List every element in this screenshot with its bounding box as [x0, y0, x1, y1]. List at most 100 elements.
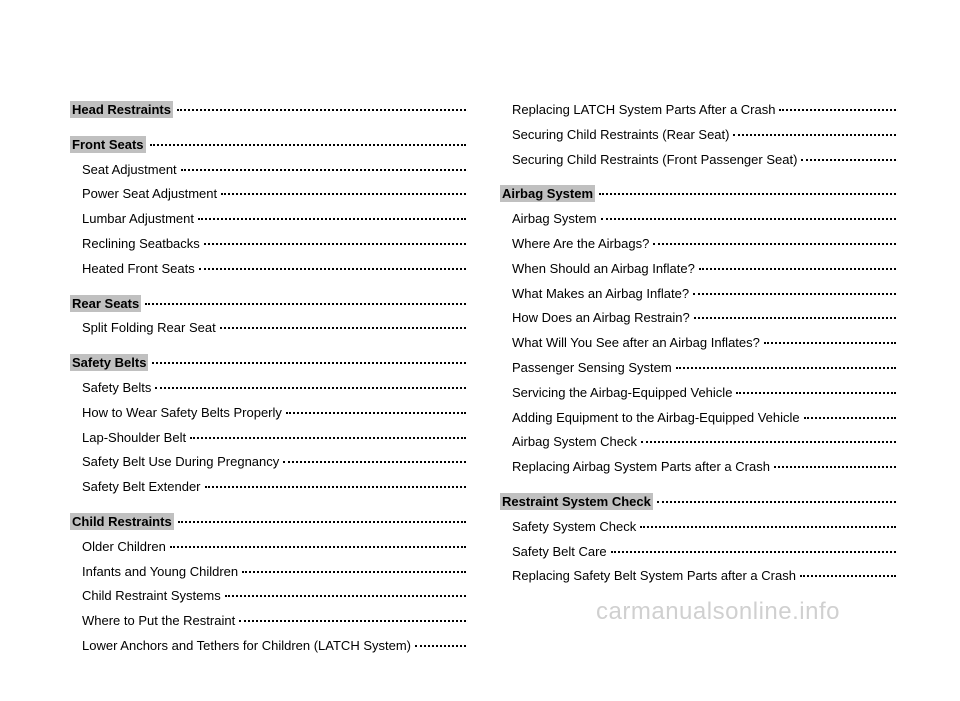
toc-label: How to Wear Safety Belts Properly — [82, 403, 282, 424]
toc-entry: Restraint System Check — [500, 492, 900, 513]
toc-label: Replacing Safety Belt System Parts after… — [512, 566, 796, 587]
toc-entry: Airbag System Check — [500, 432, 900, 453]
toc-label: Seat Adjustment — [82, 160, 177, 181]
toc-entry: Safety Belt Use During Pregnancy — [70, 452, 470, 473]
toc-entry: Child Restraint Systems — [70, 586, 470, 607]
toc-dots — [641, 441, 896, 443]
toc-dots — [204, 243, 466, 245]
toc-entry: Seat Adjustment — [70, 160, 470, 181]
toc-label: Where Are the Airbags? — [512, 234, 649, 255]
toc-dots — [242, 571, 466, 573]
toc-label: Older Children — [82, 537, 166, 558]
toc-dots — [693, 293, 896, 295]
toc-entry: Safety Belt Extender — [70, 477, 470, 498]
toc-label: Servicing the Airbag-Equipped Vehicle — [512, 383, 732, 404]
toc-label: Split Folding Rear Seat — [82, 318, 216, 339]
toc-entry: What Makes an Airbag Inflate? — [500, 284, 900, 305]
toc-dots — [653, 243, 896, 245]
toc-entry: Airbag System — [500, 184, 900, 205]
toc-entry: Front Seats — [70, 135, 470, 156]
toc-entry: Passenger Sensing System — [500, 358, 900, 379]
toc-entry: Where to Put the Restraint — [70, 611, 470, 632]
toc-entry: Safety Belts — [70, 353, 470, 374]
toc-dots — [155, 387, 466, 389]
toc-dots — [199, 268, 466, 270]
toc-dots — [239, 620, 466, 622]
toc-label: Adding Equipment to the Airbag-Equipped … — [512, 408, 800, 429]
toc-label: When Should an Airbag Inflate? — [512, 259, 695, 280]
toc-label: Rear Seats — [70, 294, 141, 315]
toc-entry: Rear Seats — [70, 294, 470, 315]
toc-content: Head Restraints Front Seats Seat Adjustmen… — [0, 0, 960, 701]
toc-entry: Split Folding Rear Seat — [70, 318, 470, 339]
toc-dots — [611, 551, 896, 553]
toc-dots — [657, 501, 896, 503]
toc-label: Replacing LATCH System Parts After a Cra… — [512, 100, 775, 121]
toc-dots — [601, 218, 896, 220]
toc-dots — [804, 417, 896, 419]
toc-label: Safety Belts — [82, 378, 151, 399]
toc-dots — [676, 367, 896, 369]
toc-dots — [145, 303, 466, 305]
toc-label: Airbag System Check — [512, 432, 637, 453]
toc-entry: Servicing the Airbag-Equipped Vehicle — [500, 383, 900, 404]
toc-label: Airbag System — [500, 184, 595, 205]
toc-label: How Does an Airbag Restrain? — [512, 308, 690, 329]
toc-label: What Will You See after an Airbag Inflat… — [512, 333, 760, 354]
toc-label: Passenger Sensing System — [512, 358, 672, 379]
toc-dots — [181, 169, 466, 171]
toc-entry: Reclining Seatbacks — [70, 234, 470, 255]
toc-entry: When Should an Airbag Inflate? — [500, 259, 900, 280]
left-column: Head Restraints Front Seats Seat Adjustmen… — [70, 100, 470, 661]
toc-dots — [150, 144, 466, 146]
toc-label: Head Restraints — [70, 100, 173, 121]
toc-dots — [736, 392, 896, 394]
toc-dots — [170, 546, 466, 548]
toc-dots — [225, 595, 466, 597]
toc-entry: Older Children — [70, 537, 470, 558]
toc-entry: Head Restraints — [70, 100, 470, 121]
toc-dots — [415, 645, 466, 647]
toc-label: Where to Put the Restraint — [82, 611, 235, 632]
toc-dots — [801, 159, 896, 161]
toc-label: Power Seat Adjustment — [82, 184, 217, 205]
toc-dots — [178, 521, 466, 523]
toc-dots — [286, 412, 466, 414]
toc-dots — [205, 486, 466, 488]
toc-label: Child Restraint Systems — [82, 586, 221, 607]
toc-label: Lower Anchors and Tethers for Children (… — [82, 636, 411, 657]
toc-label: Heated Front Seats — [82, 259, 195, 280]
toc-dots — [774, 466, 896, 468]
toc-label: Lap-Shoulder Belt — [82, 428, 186, 449]
toc-dots — [800, 575, 896, 577]
toc-entry: Lower Anchors and Tethers for Children (… — [70, 636, 470, 657]
toc-label: Safety Belts — [70, 353, 148, 374]
right-column: Replacing LATCH System Parts After a Cra… — [500, 100, 900, 661]
toc-entry: Replacing Safety Belt System Parts after… — [500, 566, 900, 587]
toc-entry: Safety Belts — [70, 378, 470, 399]
toc-dots — [640, 526, 896, 528]
toc-dots — [764, 342, 896, 344]
toc-dots — [177, 109, 466, 111]
toc-dots — [779, 109, 896, 111]
toc-dots — [694, 317, 896, 319]
toc-label: Infants and Young Children — [82, 562, 238, 583]
toc-entry: Lumbar Adjustment — [70, 209, 470, 230]
toc-dots — [599, 193, 896, 195]
toc-label: Safety Belt Care — [512, 542, 607, 563]
toc-entry: Adding Equipment to the Airbag-Equipped … — [500, 408, 900, 429]
toc-entry: Securing Child Restraints (Rear Seat) — [500, 125, 900, 146]
toc-label: Safety Belt Extender — [82, 477, 201, 498]
toc-entry: Power Seat Adjustment — [70, 184, 470, 205]
toc-label: Safety Belt Use During Pregnancy — [82, 452, 279, 473]
toc-label: Child Restraints — [70, 512, 174, 533]
toc-dots — [221, 193, 466, 195]
toc-entry: Safety System Check — [500, 517, 900, 538]
toc-entry: Child Restraints — [70, 512, 470, 533]
toc-label: Front Seats — [70, 135, 146, 156]
toc-label: Restraint System Check — [500, 492, 653, 513]
toc-label: Lumbar Adjustment — [82, 209, 194, 230]
toc-label: Safety System Check — [512, 517, 636, 538]
watermark: carmanualsonline.info — [596, 598, 840, 626]
toc-label: What Makes an Airbag Inflate? — [512, 284, 689, 305]
